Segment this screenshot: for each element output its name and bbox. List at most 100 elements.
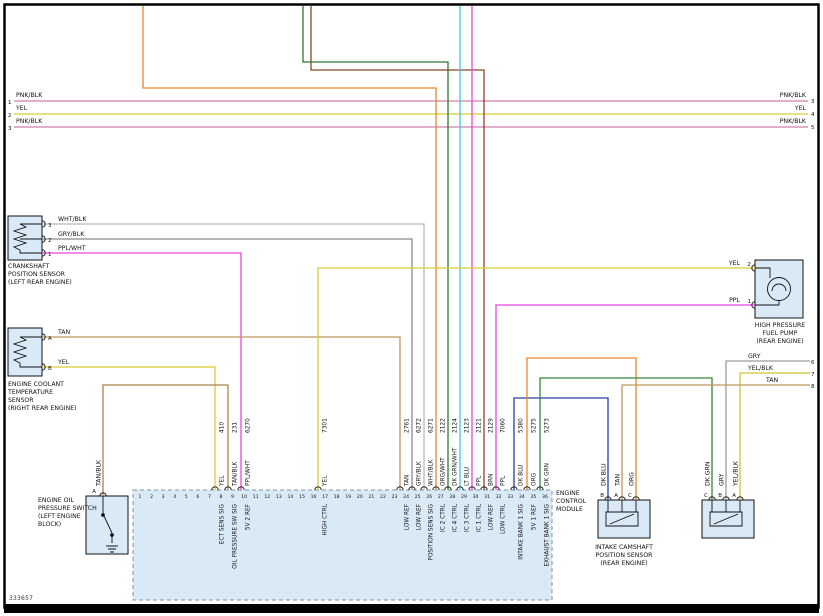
right-wire6-num: 6 <box>811 360 815 366</box>
ecm-pin-function: LOW CTRL <box>501 503 507 534</box>
ecm-pin-number: 33 <box>507 494 513 500</box>
ecm-pin-number: 10 <box>241 494 247 500</box>
ecm-pin-number: 9 <box>231 494 234 500</box>
oil-wire-color: TAN/BLK <box>96 459 103 487</box>
pump-label-2: FUEL PUMP <box>763 330 798 337</box>
ecm-wire-circuit-number: 2761 <box>405 418 411 433</box>
ecm-pin-number: 32 <box>496 494 502 500</box>
ecm-pin-number: 29 <box>461 494 467 500</box>
oil-switch-contact-dot <box>110 533 114 537</box>
exhaust-wireB-color: GRY <box>719 473 726 486</box>
intake-wireC-color: ORG <box>629 472 636 486</box>
pump-label-3: (REAR ENGINE) <box>756 338 803 345</box>
ecm-pin-connector <box>523 486 531 491</box>
pump-pin1-label: 1 <box>748 299 752 305</box>
ecm-pin-function: OIL PRESSURE SW SIG <box>233 504 239 569</box>
ecm-pin-connector <box>237 486 245 491</box>
intake-label-1: INTAKE CAMSHAFT <box>595 544 653 551</box>
ecm-wire-color: DK GRN/WHT <box>453 447 459 486</box>
ect-label-2: TEMPERATURE <box>7 389 53 396</box>
intake-pinA-label: A <box>614 493 618 499</box>
oil-pinA-label: A <box>92 489 96 495</box>
exhaust-wireC-color: DK GRN <box>705 461 712 486</box>
crank-wire3-color: WHT/BLK <box>58 216 87 223</box>
wire-wht-blk-crank-signal <box>42 223 425 490</box>
ecm-pin-number: 3 <box>162 494 165 500</box>
ecm-pin-number: 6 <box>196 494 199 500</box>
ecm-pin-function: 5V 1 REF <box>532 504 538 530</box>
top-wire1-left-label: PNK/BLK <box>16 92 43 99</box>
ecm-pin-number: 8 <box>220 494 223 500</box>
wire-brn-low-ref-feed <box>310 6 485 490</box>
ecm-pin-number: 35 <box>530 494 536 500</box>
wire-org-5v-ref <box>526 357 637 500</box>
ecm-pin-number: 31 <box>484 494 490 500</box>
ecm-pin-connector <box>314 486 322 491</box>
wire-yel-blk-right <box>739 372 810 500</box>
ect-pinB-label: B <box>48 366 52 372</box>
ecm-pin-connector <box>536 486 544 491</box>
ect-label-1: ENGINE COOLANT <box>8 381 64 388</box>
ecm-wire-circuit-number: 2123 <box>465 418 471 433</box>
oil-label-4: BLOCK) <box>38 521 61 528</box>
connector-arc <box>708 496 716 501</box>
wire-dk-grn-wht-ic4-feed <box>302 6 449 490</box>
ect-thermistor-symbol <box>12 336 42 368</box>
ecm-pin-number: 30 <box>473 494 479 500</box>
ecm-wire-circuit-number: 6271 <box>429 418 435 433</box>
ecm-wire-color: YEL <box>220 475 226 487</box>
connector-arc <box>751 264 756 272</box>
ecm-wire-color: PPL <box>501 475 507 486</box>
ecm-pin-number: 36 <box>542 494 548 500</box>
ecm-pin-function: LOW REF <box>405 504 411 530</box>
ecm-wire-color: YEL <box>323 475 329 487</box>
document-number: 333657 <box>9 595 34 602</box>
top-wire3-right-num: 5 <box>811 125 815 131</box>
top-wire3-left-label: PNK/BLK <box>16 118 43 125</box>
ecm-pin-connector <box>211 486 219 491</box>
connector-arc <box>41 333 46 341</box>
crank-wire1-color: PPL/WHT <box>58 245 86 252</box>
intake-pinC-label: C <box>628 493 632 499</box>
ecm-wire-color: BRN <box>489 474 495 486</box>
wire-dk-blu-intake-signal <box>513 397 609 500</box>
exhaust-wireA-color: YEL/BLK <box>733 460 740 487</box>
ecm-pin-number: 15 <box>299 494 305 500</box>
crank-pin1-label: 1 <box>48 252 52 258</box>
ecm-pin-number: 7 <box>208 494 211 500</box>
bottom-bar <box>4 604 819 613</box>
crank-wire2-color: GRY/BLK <box>58 231 85 238</box>
ecm-pin-number: 17 <box>322 494 328 500</box>
ecm-pin-connector <box>468 486 476 491</box>
exhaust-pinA-label: A <box>732 493 736 499</box>
ecm-wire-color: DK BLU <box>519 465 525 486</box>
ecm-pin-function: IC 4 CTRL <box>453 503 459 532</box>
right-wire7-color: YEL/BLK <box>747 365 774 372</box>
ecm-pin-number: 1 <box>139 494 142 500</box>
wire-tan-ect-low-ref <box>42 336 401 490</box>
ecm-pin-function: INTAKE BANK 1 SIG <box>519 503 525 559</box>
ecm-pin-number: 12 <box>264 494 270 500</box>
ecm-pin-connector <box>444 486 452 491</box>
top-wire2-right-num: 4 <box>811 112 815 118</box>
ecm-wire-circuit-number: 2121 <box>477 418 483 433</box>
intake-camshaft-position-sensor-box <box>597 499 651 539</box>
intake-label-2: POSITION SENSOR <box>596 552 654 559</box>
ecm-wire-circuit-number: 2129 <box>489 418 495 433</box>
ecm-wire-circuit-number: 6270 <box>246 418 252 433</box>
intake-label-3: (REAR ENGINE) <box>600 560 647 567</box>
ecm-pin-function: IC 2 CTRL <box>441 503 447 532</box>
ecm-wire-circuit-number: 5275 <box>532 418 538 433</box>
ecm-pin-function: IC 3 CTRL <box>465 503 471 532</box>
ecm-wire-color: ORG/WHT <box>441 457 447 486</box>
oil-label-2: PRESSURE SWITCH <box>38 505 97 512</box>
connector-arc <box>632 496 640 501</box>
ecm-wire-color: ORG <box>532 472 538 486</box>
ecm-wire-circuit-number: 231 <box>233 422 239 433</box>
top-wire3-right-label: PNK/BLK <box>780 118 807 125</box>
ecm-pin-number: 11 <box>253 494 259 500</box>
wire-yel-ect-signal <box>42 366 216 490</box>
top-wire1-right-label: PNK/BLK <box>780 92 807 99</box>
ecm-pin-number: 14 <box>287 494 293 500</box>
